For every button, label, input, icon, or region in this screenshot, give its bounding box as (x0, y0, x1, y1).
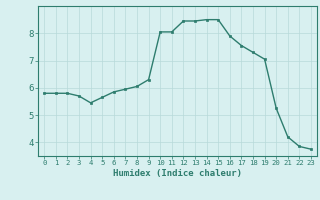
X-axis label: Humidex (Indice chaleur): Humidex (Indice chaleur) (113, 169, 242, 178)
